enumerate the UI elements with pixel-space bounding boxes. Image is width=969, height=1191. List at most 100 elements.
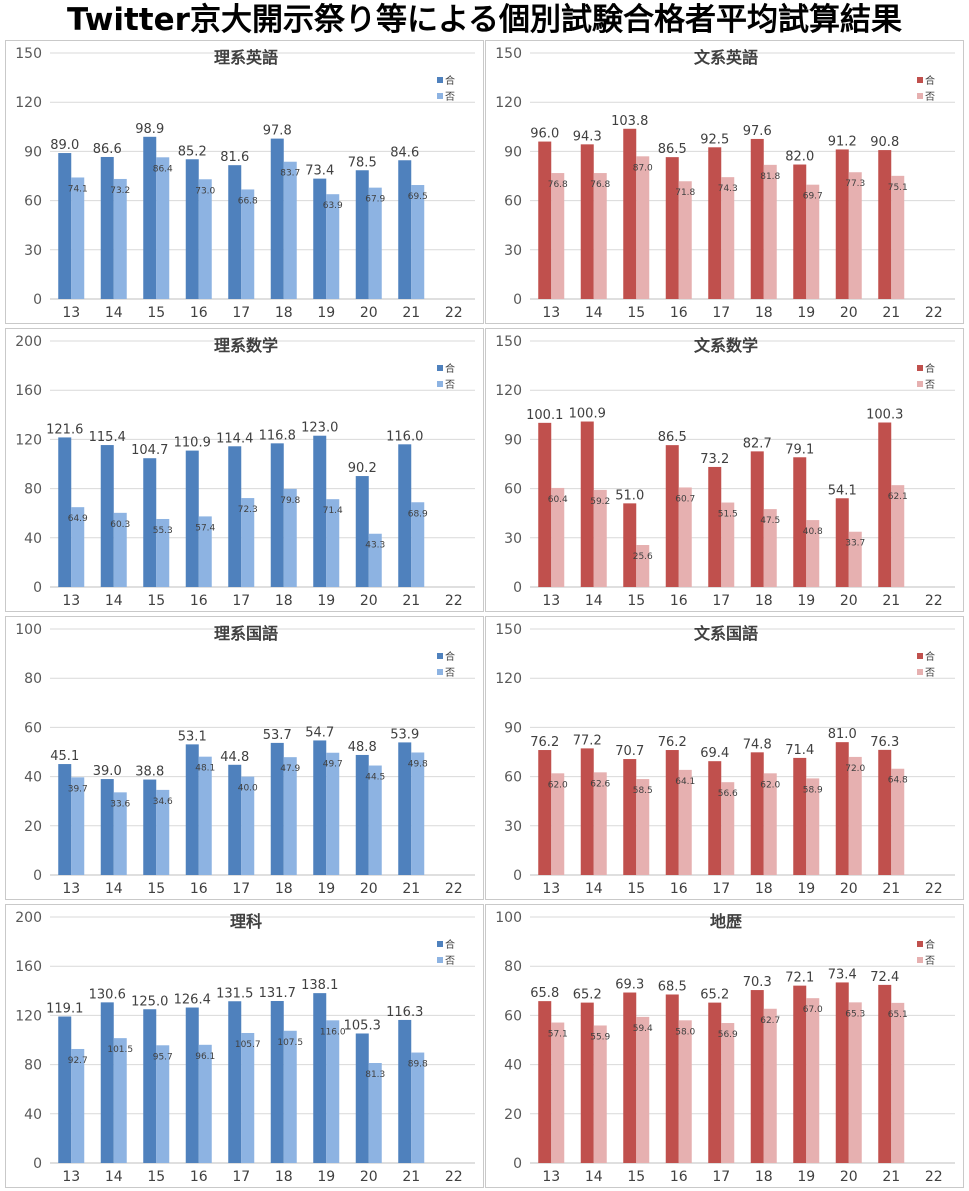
y-tick-label: 40 [24,1107,42,1123]
data-label-fail: 69.7 [803,192,823,202]
legend-swatch [917,957,923,963]
bar-pass [228,446,242,587]
data-label-fail: 73.0 [195,186,215,196]
x-tick-label: 17 [232,881,250,897]
bar-pass [623,759,637,875]
data-label-pass: 71.4 [785,743,814,758]
data-label-fail: 101.5 [107,1045,133,1055]
y-tick-label: 120 [15,95,42,111]
data-label-pass: 69.4 [700,746,729,761]
legend-label: 否 [445,379,455,391]
bar-pass [793,757,807,875]
data-label-pass: 68.5 [658,979,687,994]
bar-fail [411,752,425,875]
legend-swatch [437,941,443,947]
data-label-pass: 78.5 [348,155,377,170]
chart-panel: 0 30 60 90 120 150 文系国語合否 13 76.2 62.0 14 77.2 62.6 1… [485,616,964,900]
bar-fail [806,998,820,1163]
bar-fail [283,488,297,587]
legend-label: 合 [445,650,455,663]
bar-pass [270,1001,284,1163]
data-label-pass: 86.6 [93,142,122,157]
data-label-fail: 87.0 [633,163,653,173]
x-tick-label: 17 [232,1169,250,1185]
x-tick-label: 18 [755,305,773,321]
legend-label: 否 [925,379,935,391]
x-tick-label: 21 [882,593,900,609]
bar-pass [623,128,637,299]
bar-fail [636,779,650,875]
x-tick-label: 20 [840,593,858,609]
bar-fail [113,512,127,587]
data-label-pass: 100.3 [866,408,903,423]
x-tick-label: 21 [882,305,900,321]
x-tick-label: 19 [797,305,815,321]
x-tick-label: 16 [190,881,208,897]
x-tick-label: 17 [712,1169,730,1185]
x-tick-label: 19 [317,305,335,321]
data-label-fail: 56.9 [718,1030,738,1040]
data-label-pass: 131.5 [216,986,253,1001]
y-tick-label: 0 [513,292,522,308]
bar-fail [411,185,425,299]
bar-fail [678,487,692,587]
y-tick-label: 120 [495,383,522,399]
legend-label: 合 [445,362,455,375]
bar-fail [71,1048,85,1163]
bar-fail [763,773,777,875]
y-tick-label: 80 [24,1058,42,1074]
chart-panel: 0 40 80 120 160 200 理科合否 13 119.1 92.7 14 130.6 101.… [5,904,484,1188]
data-label-fail: 67.0 [803,1005,823,1015]
x-tick-label: 18 [755,1169,773,1185]
data-label-fail: 33.6 [110,799,130,809]
legend-label: 否 [445,955,455,967]
data-label-pass: 54.7 [305,725,334,740]
y-tick-label: 0 [33,868,42,884]
data-label-pass: 54.1 [828,483,857,498]
x-tick-label: 15 [147,1169,165,1185]
x-tick-label: 22 [445,1169,463,1185]
chart-title: 理系数学 [214,336,278,355]
bar-pass [270,138,284,299]
bar-fail [636,156,650,299]
bar-pass [793,457,807,587]
data-label-fail: 60.7 [675,494,695,504]
bar-pass [398,742,412,875]
legend-label: 合 [925,362,935,375]
bar-pass [665,445,679,587]
y-tick-label: 80 [504,959,522,975]
bar-fail [71,177,85,299]
x-tick-label: 18 [275,593,293,609]
bar-pass [580,1002,594,1163]
data-label-fail: 107.5 [277,1038,303,1048]
x-tick-label: 14 [585,593,603,609]
x-tick-label: 18 [275,1169,293,1185]
x-tick-label: 21 [402,1169,420,1185]
y-tick-label: 40 [504,1058,522,1074]
x-tick-label: 21 [882,881,900,897]
bar-pass [185,744,199,875]
bar-fail [763,509,777,587]
bar-pass [665,994,679,1163]
data-label-pass: 76.3 [870,735,899,750]
legend-swatch [917,941,923,947]
x-tick-label: 19 [797,881,815,897]
bar-pass [538,1001,552,1163]
legend-swatch [917,381,923,387]
bar-fail [593,1025,607,1163]
bar-pass [100,779,114,875]
y-tick-label: 80 [24,482,42,498]
bar-fail [368,187,382,299]
bar-fail [368,765,382,875]
bar-fail [593,489,607,587]
data-label-fail: 48.1 [195,764,215,774]
legend-swatch [437,381,443,387]
bar-fail [763,164,777,299]
data-label-fail: 34.6 [153,797,173,807]
bar-pass [228,1001,242,1163]
bar-pass [100,156,114,299]
data-label-pass: 73.2 [700,452,729,467]
